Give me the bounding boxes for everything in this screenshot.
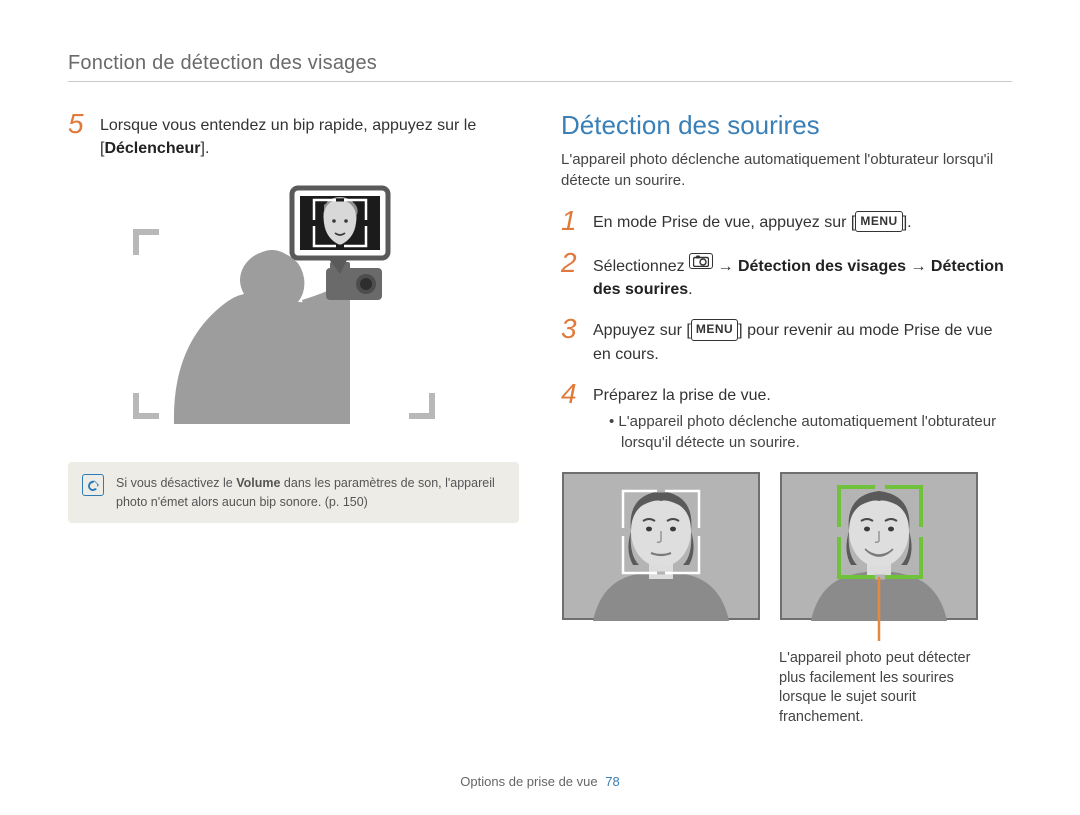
- step5-text-b: ].: [201, 140, 210, 157]
- step5-bold: Déclencheur: [104, 140, 200, 157]
- smile-panel-right-wrap: L'appareil photo peut détecter plus faci…: [779, 471, 979, 727]
- self-portrait-illustration: [114, 174, 474, 434]
- s1-b: ].: [903, 214, 912, 231]
- step-body: En mode Prise de vue, appuyez sur [MENU]…: [593, 207, 912, 235]
- page-footer: Options de prise de vue 78: [0, 774, 1080, 789]
- right-column: Détection des sourires L'appareil photo …: [561, 110, 1012, 727]
- step-body: Appuyez sur [MENU] pour revenir au mode …: [593, 315, 1012, 365]
- menu-button-icon: MENU: [691, 319, 738, 340]
- s2-a: Sélectionnez: [593, 258, 689, 275]
- footer-page-number: 78: [605, 774, 619, 789]
- s1-a: En mode Prise de vue, appuyez sur [: [593, 214, 855, 231]
- page-header-title: Fonction de détection des visages: [68, 52, 1012, 75]
- note-text: Si vous désactivez le Volume dans les pa…: [116, 474, 505, 510]
- step-4: 4 Préparez la prise de vue. L'appareil p…: [561, 380, 1012, 453]
- s4-bullet: L'appareil photo déclenche automatiqueme…: [593, 411, 1012, 453]
- note-icon: [82, 474, 104, 496]
- step-number: 4: [561, 380, 583, 453]
- manual-page: Fonction de détection des visages 5 Lors…: [0, 0, 1080, 815]
- s3-a: Appuyez sur [: [593, 322, 691, 339]
- step-2: 2 Sélectionnez → Détection des visages →…: [561, 249, 1012, 301]
- step-number: 5: [68, 110, 90, 160]
- s2-arrow1: →: [713, 258, 738, 275]
- step-5: 5 Lorsque vous entendez un bip rapide, a…: [68, 110, 519, 160]
- step-3: 3 Appuyez sur [MENU] pour revenir au mod…: [561, 315, 1012, 365]
- intro-text: L'appareil photo déclenche automatiqueme…: [561, 149, 1012, 191]
- step-number: 3: [561, 315, 583, 365]
- camera-icon: [689, 253, 713, 269]
- step-body: Sélectionnez → Détection des visages → D…: [593, 249, 1012, 301]
- s4-a: Préparez la prise de vue.: [593, 387, 771, 404]
- footer-label: Options de prise de vue: [460, 774, 597, 789]
- note-a: Si vous désactivez le: [116, 476, 236, 490]
- step-body: Lorsque vous entendez un bip rapide, app…: [100, 110, 519, 160]
- two-column-layout: 5 Lorsque vous entendez un bip rapide, a…: [68, 110, 1012, 727]
- smile-panel-neutral: [561, 471, 761, 621]
- step-1: 1 En mode Prise de vue, appuyez sur [MEN…: [561, 207, 1012, 235]
- s2-bold1: Détection des visages: [738, 258, 906, 275]
- header-rule: [68, 81, 1012, 82]
- smile-detection-figures: L'appareil photo peut détecter plus faci…: [561, 471, 1012, 727]
- step-number: 1: [561, 207, 583, 235]
- menu-button-icon: MENU: [855, 211, 902, 232]
- left-column: 5 Lorsque vous entendez un bip rapide, a…: [68, 110, 519, 727]
- smile-caption: L'appareil photo peut détecter plus faci…: [779, 649, 979, 727]
- step-number: 2: [561, 249, 583, 301]
- smile-panel-smiling: [779, 471, 979, 643]
- step-body: Préparez la prise de vue. L'appareil pho…: [593, 380, 1012, 453]
- note-box: Si vous désactivez le Volume dans les pa…: [68, 462, 519, 522]
- note-bold: Volume: [236, 476, 280, 490]
- section-title: Détection des sourires: [561, 110, 1012, 141]
- s2-end: .: [688, 281, 692, 298]
- s2-arrow2: →: [906, 258, 931, 275]
